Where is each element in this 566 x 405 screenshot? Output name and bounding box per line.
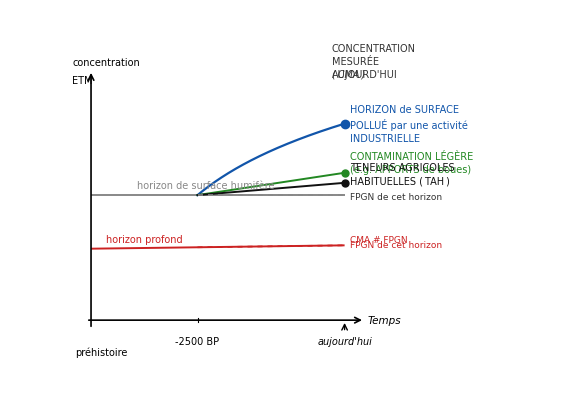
Text: concentration: concentration: [72, 58, 140, 68]
Text: -2500 BP: -2500 BP: [175, 336, 220, 346]
Text: aujourd'hui: aujourd'hui: [317, 336, 372, 346]
Text: FPGN de cet horizon: FPGN de cet horizon: [350, 192, 442, 201]
Text: FPGN de cet horizon: FPGN de cet horizon: [350, 240, 442, 249]
Text: CONTAMINATION LÉGÈRE
(e.g. APPORTS de boues): CONTAMINATION LÉGÈRE (e.g. APPORTS de bo…: [350, 152, 473, 175]
Text: ( CMA ): ( CMA ): [332, 30, 365, 80]
Text: horizon profond: horizon profond: [106, 234, 183, 244]
Text: ETM: ETM: [72, 75, 92, 85]
Text: CONCENTRATION
MESURÉE
AUJOURD'HUI: CONCENTRATION MESURÉE AUJOURD'HUI: [332, 43, 416, 80]
Text: Temps: Temps: [367, 315, 401, 325]
Text: CMA # FPGN: CMA # FPGN: [350, 236, 408, 245]
Text: horizon de surface humifère: horizon de surface humifère: [136, 180, 274, 190]
Text: préhistoire: préhistoire: [75, 347, 127, 358]
Text: HORIZON de SURFACE
POLLUÉ par une activité
INDUSTRIELLE: HORIZON de SURFACE POLLUÉ par une activi…: [350, 105, 468, 144]
Text: TENEURS AGRICOLES
HABITUELLES ( TAH ): TENEURS AGRICOLES HABITUELLES ( TAH ): [350, 163, 454, 186]
